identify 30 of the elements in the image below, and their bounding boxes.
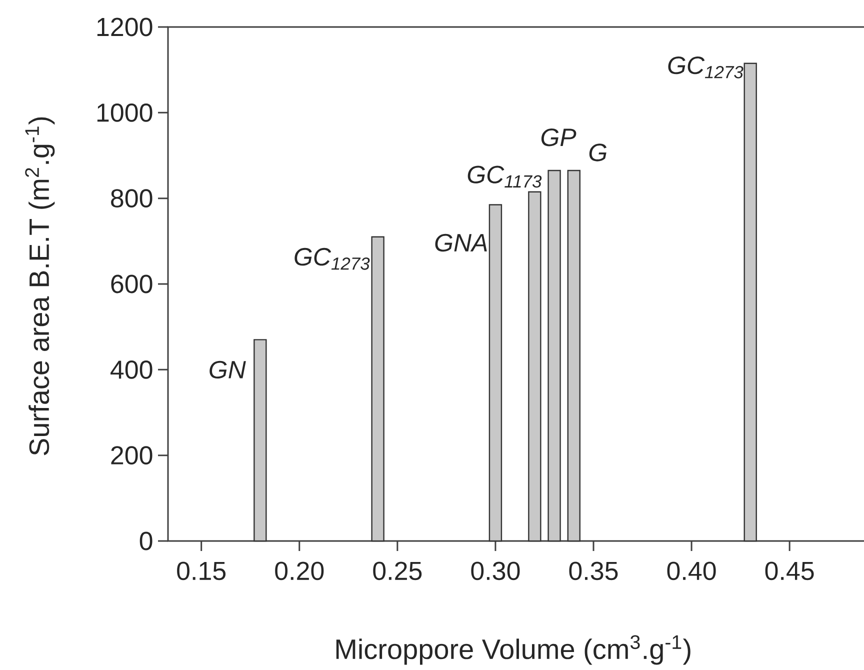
x-axis-title: Microppore Volume (cm$^{3}$.g$^{-1}$): [336, 635, 690, 665]
x-tick-label: 0.35: [569, 562, 618, 580]
x-tick-label: 0.25: [373, 562, 422, 580]
bar: [548, 170, 561, 542]
bar: [744, 62, 757, 542]
x-tick-label: 0.40: [667, 562, 716, 580]
y-tick-label: 1000: [97, 103, 152, 122]
y-axis-title: Surface area B.E.T (m$^{2}$.g$^{-1}$): [25, 117, 55, 456]
x-tick-label: 0.30: [471, 562, 520, 580]
bar: [371, 236, 384, 542]
y-tick-label: 0: [140, 532, 152, 550]
y-tick-label: 600: [111, 274, 152, 294]
bar: [488, 204, 502, 542]
annotation: GP: [541, 128, 576, 146]
y-tick-label: 200: [111, 446, 152, 465]
bar: [254, 339, 267, 542]
y-tick-label: 1200: [97, 18, 152, 36]
x-tick-label: 0.15: [177, 562, 226, 580]
y-tick-label: 800: [111, 189, 152, 208]
bar: [528, 191, 542, 542]
annotation: GC$_{1173}$: [468, 166, 542, 188]
annotation: GNA: [435, 234, 487, 252]
annotation: GN: [210, 360, 246, 379]
annotation: GC$_{1273}$: [294, 248, 370, 270]
annotation: GC$_{1273}$: [668, 56, 744, 78]
x-tick-label: 0.45: [765, 562, 814, 580]
annotation: G: [589, 144, 607, 162]
y-tick-label: 400: [110, 360, 152, 379]
x-tick-label: 0.20: [275, 562, 324, 580]
bar: [567, 170, 580, 542]
